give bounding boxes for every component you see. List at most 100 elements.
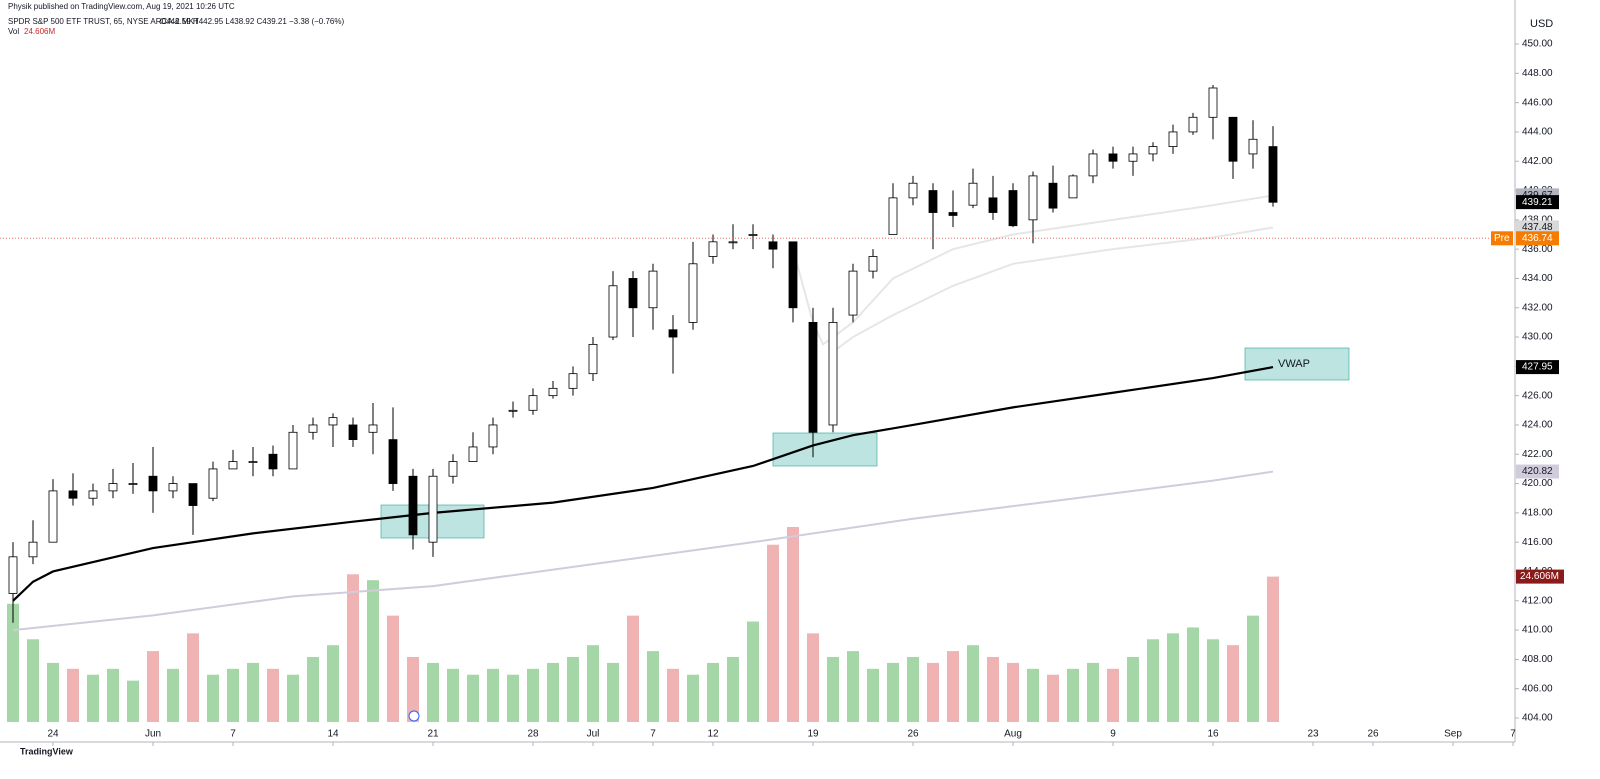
annotation-text: VWAP [1278,358,1310,370]
y-tick-label: 404.00 [1522,713,1553,724]
volume-layer [7,527,1279,722]
candle-body [1108,153,1118,162]
y-tick-label: 434.00 [1522,273,1553,284]
x-tick-label: 14 [327,729,339,740]
y-tick-label: 426.00 [1522,390,1553,401]
candle-body [1128,153,1138,162]
candle-body [768,241,778,250]
candle-body [1068,175,1078,199]
x-tick-label: 28 [527,729,539,740]
candle-body [1188,116,1198,133]
volume-bar [1267,576,1279,722]
candle-body [1268,146,1278,203]
candle-body [788,241,798,309]
candle-layer [8,85,1278,623]
publisher: Physik published on TradingView.com, Aug… [8,2,235,11]
candle-body [688,263,698,323]
volume-bar [607,662,619,722]
volume-bar [427,662,439,722]
candle-body [68,490,78,499]
price-badge-label: 427.95 [1522,362,1553,373]
y-tick-label: 412.00 [1522,595,1553,606]
candle-body [868,256,878,272]
pre-badge [1491,231,1513,246]
volume-bar [647,651,659,722]
candle-body [328,417,338,426]
candle-body [428,475,438,543]
volume-bar [707,662,719,722]
candle-body [48,490,58,543]
volume-value: 24.606M [24,27,55,36]
volume-bar [187,633,199,722]
candle-body [1228,116,1238,162]
volume-bar [847,651,859,722]
volume-bar [1227,645,1239,722]
y-tick-label: 442.00 [1522,156,1553,167]
volume-bar [687,674,699,722]
volume-bar [727,657,739,722]
volume-bar [927,662,939,722]
candle-body [1248,138,1258,155]
x-tick-label: 23 [1307,729,1319,740]
y-tick-label: 416.00 [1522,537,1553,548]
volume-bar [827,657,839,722]
price-badge [1516,220,1559,235]
volume-bar [67,668,79,722]
volume-bar [667,668,679,722]
volume-bar [27,639,39,722]
candle-body [228,461,238,470]
volume-bar [447,668,459,722]
y-tick-label: 406.00 [1522,683,1553,694]
y-tick-label: 420.00 [1522,478,1553,489]
volume-bar [547,662,559,722]
candle-body [588,343,598,375]
x-tick-label: 24 [47,729,59,740]
price-badge [1516,464,1559,479]
volume-badge [1516,569,1564,584]
candle-body [1088,153,1098,177]
volume-bar [967,645,979,722]
indicator-line [792,194,1274,346]
volume-bar [167,668,179,722]
candle-body [88,490,98,499]
volume-bar [347,574,359,722]
candle-body [1208,87,1218,118]
y-tick-label: 422.00 [1522,449,1553,460]
volume-bar [1087,662,1099,722]
x-tick-label: 7 [1510,729,1516,740]
y-tick-label: 410.00 [1522,625,1553,636]
volume-bar [487,668,499,722]
volume-bar [1067,668,1079,722]
annotation-box [1244,347,1350,381]
volume-bar [327,645,339,722]
volume-bar [1127,657,1139,722]
x-tick-label: 19 [807,729,819,740]
x-tick-label: 26 [1367,729,1379,740]
volume-bar [367,580,379,722]
y-tick-label: 444.00 [1522,127,1553,138]
candle-body [608,285,618,338]
y-tick-label: 448.00 [1522,68,1553,79]
candle-body [888,197,898,235]
price-badge-label: 420.82 [1522,466,1553,477]
volume-bar [147,651,159,722]
candle-body [928,190,938,213]
volume-bar [247,662,259,722]
x-tick-label: 7 [230,729,236,740]
candle-body [208,468,218,499]
price-badge-label: 436.74 [1522,233,1553,244]
volume-bar [127,680,139,722]
y-tick-label: 432.00 [1522,302,1553,313]
event-icon[interactable] [408,710,420,722]
indicator-line [12,470,1274,632]
volume-bar [1107,668,1119,722]
volume-bar [867,668,879,722]
volume-bar [627,615,639,722]
candle-body [668,329,678,338]
volume-bar [907,657,919,722]
price-badge-label: 437.48 [1522,222,1553,233]
candle-body [548,387,558,397]
x-tick-label: 7 [650,729,656,740]
volume-bar [787,527,799,722]
